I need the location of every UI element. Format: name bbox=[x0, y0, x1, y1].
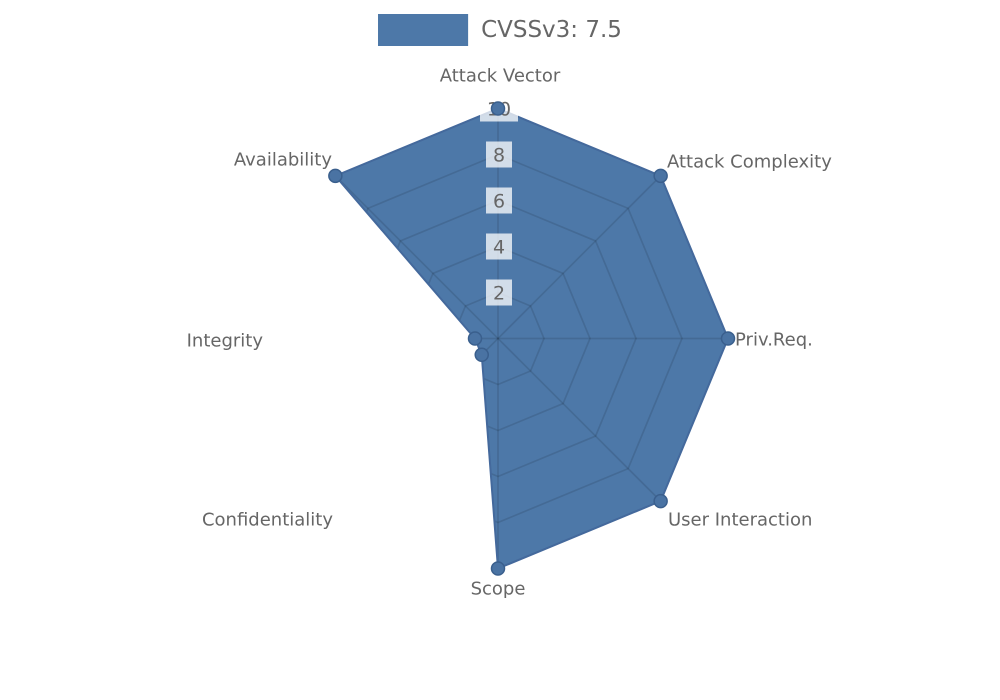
axis-label-scope: Scope bbox=[471, 578, 526, 599]
legend-swatch[interactable] bbox=[378, 14, 469, 46]
grid-ring-2 bbox=[451, 291, 545, 386]
axis-spoke-confidentiality bbox=[335, 337, 499, 502]
tick-backdrop-4 bbox=[486, 233, 512, 260]
legend[interactable]: CVSSv3: 7.5 bbox=[378, 14, 622, 46]
axis-label-integrity: Integrity bbox=[187, 330, 264, 351]
axis-spoke-attack-complexity bbox=[497, 175, 662, 340]
axis-label-user-interaction: User Interaction bbox=[668, 509, 812, 530]
tick-backdrop-8 bbox=[486, 141, 512, 168]
axis-label-priv-req: Priv.Req. bbox=[735, 329, 813, 350]
data-point-priv-req bbox=[720, 331, 736, 346]
axis-label-availability: Availability bbox=[234, 149, 332, 170]
tick-backdrop-2 bbox=[486, 279, 512, 306]
axis-label-attack-complexity: Attack Complexity bbox=[667, 151, 832, 172]
data-point-availability bbox=[328, 168, 343, 184]
axis-spoke-availability bbox=[335, 175, 499, 340]
tick-label-4: 4 bbox=[493, 236, 505, 258]
data-point-scope bbox=[490, 561, 506, 576]
axis-label-confidentiality: Confidentiality bbox=[202, 509, 333, 530]
axis-spoke-user-interaction bbox=[497, 337, 662, 502]
tick-label-8: 8 bbox=[493, 144, 505, 166]
tick-label-6: 6 bbox=[493, 190, 505, 212]
data-point-attack-vector bbox=[490, 101, 506, 116]
tick-label-2: 2 bbox=[493, 282, 505, 304]
tick-backdrop-6 bbox=[486, 187, 512, 214]
data-point-confidentiality bbox=[474, 347, 489, 363]
legend-label[interactable]: CVSSv3: 7.5 bbox=[481, 16, 622, 43]
axis-label-attack-vector: Attack Vector bbox=[440, 65, 561, 86]
data-point-user-interaction bbox=[653, 493, 668, 509]
data-point-integrity bbox=[467, 331, 483, 346]
data-point-attack-complexity bbox=[653, 168, 668, 184]
data-polygon-cvssv3-7-5 bbox=[335, 108, 728, 569]
